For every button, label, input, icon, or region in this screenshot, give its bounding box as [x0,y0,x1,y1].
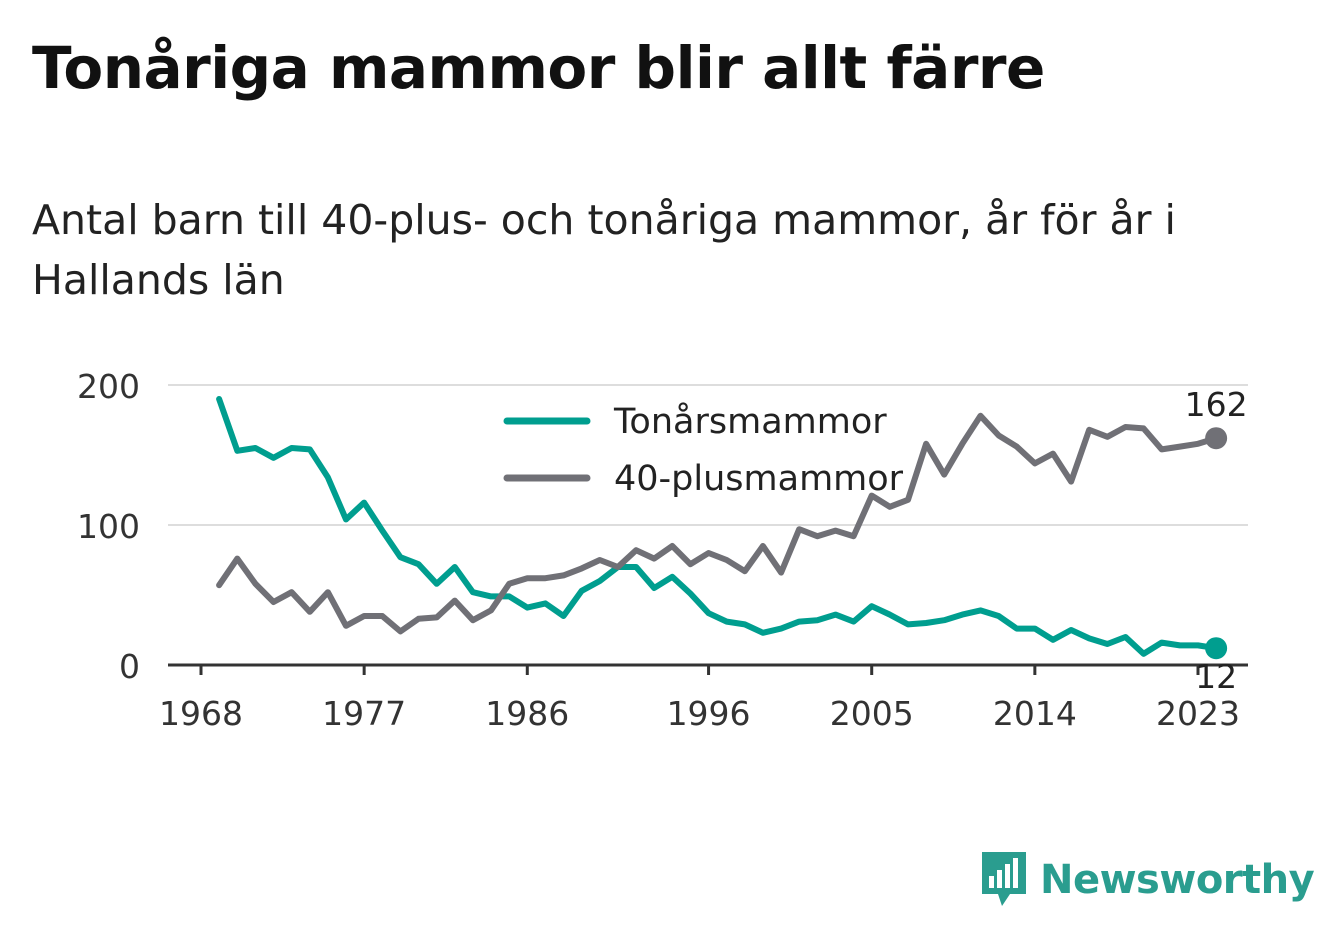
bar-chart-icon [982,852,1026,906]
legend-label-ton-rsmammor: Tonårsmammor [613,401,887,442]
series-line-ton-rsmammor [216,396,1220,657]
gridlines [168,384,1248,675]
y-tick-label: 200 [77,367,140,406]
series-end-point-ton-rsmammor [1205,637,1228,660]
x-tick-label: 1968 [159,694,243,733]
x-axis-tick-labels: 1968 1977 1986 1996 2005 2014 2023 [159,694,1240,733]
x-tick-label: 1977 [322,694,406,733]
chart-title: Tonåriga mammor blir allt färre [32,34,1045,102]
end-label-40-plusmammor: 162 [1185,385,1248,424]
end-labels: 12 162 [1185,385,1248,696]
legend-label-40-plusmammor: 40-plusmammor [614,459,904,499]
x-tick-label: 1986 [485,694,569,733]
series-lines [216,396,1228,660]
x-tick-label: 1996 [667,694,751,733]
brand-name: Newsworthy [1040,857,1315,903]
y-tick-label: 100 [77,507,140,546]
x-tick-label: 2005 [830,694,914,733]
x-tick-label: 2023 [1156,694,1240,733]
chart-subtitle: Antal barn till 40-plus- och tonåriga ma… [32,196,1176,304]
end-label-ton-rsmammor: 12 [1195,657,1237,696]
x-tick-label: 2014 [993,694,1077,733]
legend: Tonårsmammor 40-plusmammor [503,401,904,499]
series-end-point-40-plusmammor [1205,427,1228,450]
brand-logo: Newsworthy [980,850,1315,910]
y-tick-label: 0 [119,647,140,686]
y-axis-tick-labels: 0 100 200 [77,367,140,686]
series-line-40-plusmammor [216,412,1220,635]
